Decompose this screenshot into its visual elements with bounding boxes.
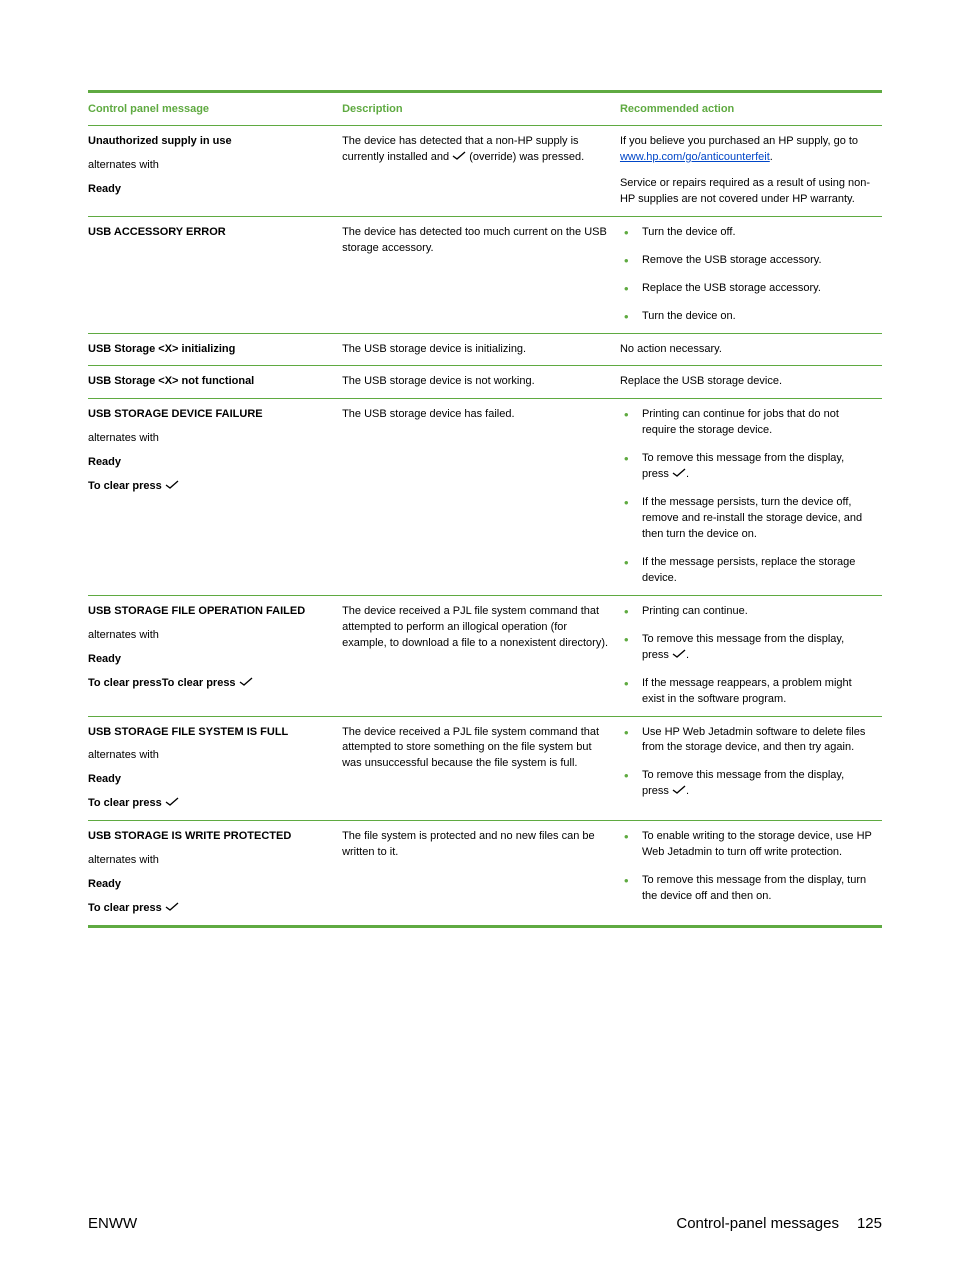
message-line: USB ACCESSORY ERROR	[88, 225, 332, 241]
message-line: USB Storage <X> not functional	[88, 374, 332, 390]
action-list: Turn the device off. Remove the USB stora…	[620, 225, 872, 325]
message-line: To clear press	[88, 479, 332, 495]
description-cell: The USB storage device has failed.	[342, 399, 620, 595]
table-row: USB STORAGE FILE OPERATION FAILED alterna…	[88, 595, 882, 716]
action-cell: Printing can continue. To remove this mes…	[620, 595, 882, 716]
message-line: alternates with	[88, 431, 332, 447]
action-list: To enable writing to the storage device,…	[620, 829, 872, 905]
action-list-item: To remove this message from the display,…	[620, 768, 872, 800]
message-line: USB STORAGE DEVICE FAILURE	[88, 407, 332, 423]
header-description: Description	[342, 92, 620, 126]
table-row: USB ACCESSORY ERROR The device has detect…	[88, 216, 882, 333]
message-line: alternates with	[88, 748, 332, 764]
table-row: USB Storage <X> initializing The USB stor…	[88, 333, 882, 366]
action-list-item: Printing can continue.	[620, 604, 872, 620]
message-line: alternates with	[88, 628, 332, 644]
footer-page-number: 125	[857, 1215, 882, 1232]
message-line: alternates with	[88, 158, 332, 174]
description-cell: The USB storage device is not working.	[342, 366, 620, 399]
table-row: USB STORAGE DEVICE FAILURE alternates wit…	[88, 399, 882, 595]
message-line: Ready	[88, 455, 332, 471]
action-list-item: If the message persists, turn the device…	[620, 495, 872, 543]
action-list-item: Turn the device off.	[620, 225, 872, 241]
action-list-item: If the message reappears, a problem migh…	[620, 676, 872, 708]
action-paragraph: Service or repairs required as a result …	[620, 176, 872, 208]
action-list-item: To remove this message from the display,…	[620, 451, 872, 483]
table-row: Unauthorized supply in use alternates wit…	[88, 126, 882, 217]
table-row: USB STORAGE IS WRITE PROTECTED alternates…	[88, 821, 882, 927]
action-list: Printing can continue. To remove this mes…	[620, 604, 872, 708]
message-line: To clear pressTo clear press	[88, 676, 332, 692]
footer-section-label: Control-panel messages	[676, 1215, 839, 1232]
description-cell: The file system is protected and no new …	[342, 821, 620, 927]
message-cell: USB Storage <X> not functional	[88, 366, 342, 399]
header-message: Control panel message	[88, 92, 342, 126]
action-cell: Use HP Web Jetadmin software to delete f…	[620, 716, 882, 821]
messages-table: Control panel message Description Recomm…	[88, 90, 882, 928]
action-cell: If you believe you purchased an HP suppl…	[620, 126, 882, 217]
page-footer: ENWW Control-panel messages 125	[88, 1215, 882, 1232]
message-line: To clear press	[88, 796, 332, 812]
description-cell: The device received a PJL file system co…	[342, 716, 620, 821]
action-list-item: Replace the USB storage accessory.	[620, 281, 872, 297]
action-list: Use HP Web Jetadmin software to delete f…	[620, 725, 872, 801]
message-line: alternates with	[88, 853, 332, 869]
message-line: Ready	[88, 652, 332, 668]
message-line: Unauthorized supply in use	[88, 134, 332, 150]
action-list: Printing can continue for jobs that do n…	[620, 407, 872, 586]
message-line: Ready	[88, 182, 332, 198]
action-paragraph: If you believe you purchased an HP suppl…	[620, 134, 872, 166]
action-cell: Replace the USB storage device.	[620, 366, 882, 399]
description-cell: The USB storage device is initializing.	[342, 333, 620, 366]
footer-right: Control-panel messages 125	[676, 1215, 882, 1232]
action-list-item: If the message persists, replace the sto…	[620, 555, 872, 587]
action-list-item: To remove this message from the display,…	[620, 873, 872, 905]
action-list-item: Remove the USB storage accessory.	[620, 253, 872, 269]
action-list-item: Printing can continue for jobs that do n…	[620, 407, 872, 439]
message-cell: USB STORAGE FILE OPERATION FAILED alterna…	[88, 595, 342, 716]
table-row: USB Storage <X> not functional The USB st…	[88, 366, 882, 399]
action-list-item: To remove this message from the display,…	[620, 632, 872, 664]
message-cell: USB STORAGE IS WRITE PROTECTED alternates…	[88, 821, 342, 927]
message-line: Ready	[88, 772, 332, 788]
table-row: USB STORAGE FILE SYSTEM IS FULL alternate…	[88, 716, 882, 821]
message-line: USB STORAGE FILE SYSTEM IS FULL	[88, 725, 332, 741]
action-paragraph: Replace the USB storage device.	[620, 374, 872, 390]
action-list-item: Turn the device on.	[620, 309, 872, 325]
header-action: Recommended action	[620, 92, 882, 126]
action-list-item: Use HP Web Jetadmin software to delete f…	[620, 725, 872, 757]
footer-left: ENWW	[88, 1215, 137, 1232]
message-line: USB Storage <X> initializing	[88, 342, 332, 358]
table-header-row: Control panel message Description Recomm…	[88, 92, 882, 126]
message-line: Ready	[88, 877, 332, 893]
document-page: Control panel message Description Recomm…	[0, 0, 954, 1270]
action-list-item: To enable writing to the storage device,…	[620, 829, 872, 861]
action-paragraph: No action necessary.	[620, 342, 872, 358]
description-cell: The device has detected that a non-HP su…	[342, 126, 620, 217]
message-line: To clear press	[88, 901, 332, 917]
message-cell: USB STORAGE FILE SYSTEM IS FULL alternate…	[88, 716, 342, 821]
action-cell: Printing can continue for jobs that do n…	[620, 399, 882, 595]
description-cell: The device received a PJL file system co…	[342, 595, 620, 716]
message-cell: Unauthorized supply in use alternates wit…	[88, 126, 342, 217]
action-cell: To enable writing to the storage device,…	[620, 821, 882, 927]
anticounterfeit-link[interactable]: www.hp.com/go/anticounterfeit	[620, 151, 770, 163]
action-cell: No action necessary.	[620, 333, 882, 366]
message-cell: USB STORAGE DEVICE FAILURE alternates wit…	[88, 399, 342, 595]
description-cell: The device has detected too much current…	[342, 216, 620, 333]
message-cell: USB ACCESSORY ERROR	[88, 216, 342, 333]
message-cell: USB Storage <X> initializing	[88, 333, 342, 366]
message-line: USB STORAGE IS WRITE PROTECTED	[88, 829, 332, 845]
action-cell: Turn the device off. Remove the USB stora…	[620, 216, 882, 333]
message-line: USB STORAGE FILE OPERATION FAILED	[88, 604, 332, 620]
